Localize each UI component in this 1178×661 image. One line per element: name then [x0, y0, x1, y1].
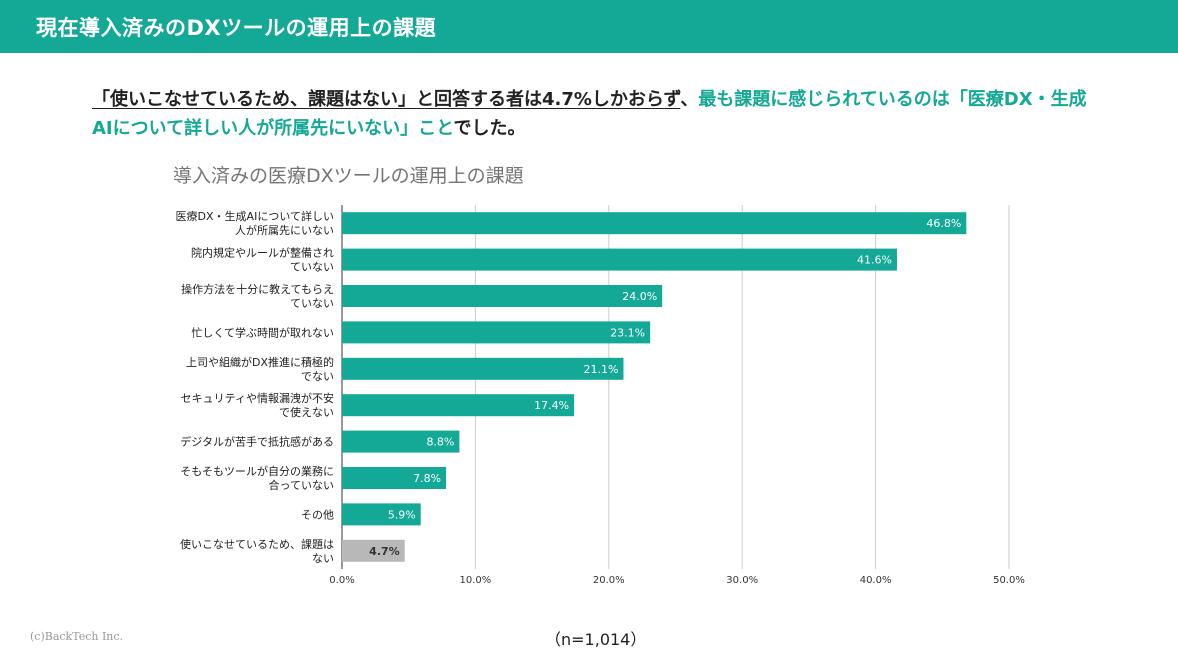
bar: [342, 212, 967, 235]
bar: [342, 467, 447, 489]
sample-size: （n=1,014）: [545, 630, 647, 649]
x-tick-label: 50.0%: [993, 575, 1025, 586]
summary-highlight: 最も課題に感じられているのは「医療DX・生成AIについて詳しい人が所属先にいない…: [92, 89, 1087, 139]
data-label: 24.0%: [622, 290, 657, 303]
bar: [342, 394, 575, 417]
chart-x-ticks: 0.0% 10.0% 20.0% 30.0% 40.0% 50.0%: [329, 575, 1025, 586]
bar: [342, 503, 421, 526]
category-label: ていない: [290, 261, 334, 274]
x-tick-label: 30.0%: [726, 575, 758, 586]
x-tick-label: 0.0%: [329, 575, 354, 586]
category-label: ない: [312, 552, 334, 565]
data-label: 41.6%: [857, 254, 892, 267]
data-label: 17.4%: [534, 399, 569, 412]
category-label: 忙しくて学ぶ時間が取れない: [191, 325, 334, 339]
category-label: 操作方法を十分に教えてもらえ: [181, 282, 334, 296]
data-label: 5.9%: [388, 508, 416, 521]
data-label: 4.7%: [369, 545, 400, 558]
bar: [342, 285, 663, 307]
category-label: 上司や組織がDX推進に積極的: [186, 355, 334, 369]
data-label: 7.8%: [413, 472, 441, 485]
bar: [342, 539, 405, 562]
bar: [342, 248, 897, 271]
summary-text: 「使いこなせているため、課題はない」と回答する者は4.7%しかおらず、最も課題に…: [92, 85, 1092, 143]
bar: [342, 357, 624, 380]
data-label: 46.8%: [926, 217, 961, 230]
header-bar: 現在導入済みのDXツールの運用上の課題: [0, 0, 1178, 53]
category-label: デジタルが苦手で抵抗感がある: [180, 435, 334, 449]
data-label: 23.1%: [610, 326, 645, 339]
category-label: 院内規定やルールが整備され: [191, 246, 334, 260]
category-label: 使いこなせているため、課題は: [180, 537, 334, 551]
summary-comma: 、: [680, 89, 699, 110]
category-label: で使えない: [279, 406, 334, 419]
x-tick-label: 20.0%: [593, 575, 625, 586]
chart-title: 導入済みの医療DXツールの運用上の課題: [173, 165, 524, 187]
bar: [342, 430, 460, 453]
x-tick-label: 40.0%: [860, 575, 892, 586]
copyright: (c)BackTech Inc.: [30, 630, 124, 643]
data-label: 21.1%: [584, 363, 619, 376]
category-label: その他: [301, 508, 334, 521]
category-label: 医療DX・生成AIについて詳しい: [176, 209, 334, 223]
chart-bars: 46.8% 41.6% 24.0% 23.1% 21.1% 17.4% 8.8% 7.8% 5.…: [342, 212, 967, 562]
category-label: セキュリティや情報漏洩が不安: [181, 391, 334, 405]
bar: [342, 321, 651, 344]
category-label: ていない: [290, 297, 334, 310]
summary-quote: 「使いこなせているため、課題はない」と回答する者は4.7%しかおらず: [92, 89, 681, 110]
page-title: 現在導入済みのDXツールの運用上の課題: [36, 16, 437, 40]
x-tick-label: 10.0%: [460, 575, 492, 586]
category-label: でない: [301, 370, 334, 383]
data-label: 8.8%: [426, 436, 454, 449]
category-label: 人が所属先にいない: [235, 223, 334, 237]
category-label: 合っていない: [269, 478, 334, 492]
summary-ending: でした。: [453, 118, 526, 139]
chart-category-labels: 医療DX・生成AIについて詳しい人が所属先にいない院内規定やルールが整備されてい…: [176, 209, 334, 565]
category-label: そもそもツールが自分の業務に: [180, 464, 334, 478]
